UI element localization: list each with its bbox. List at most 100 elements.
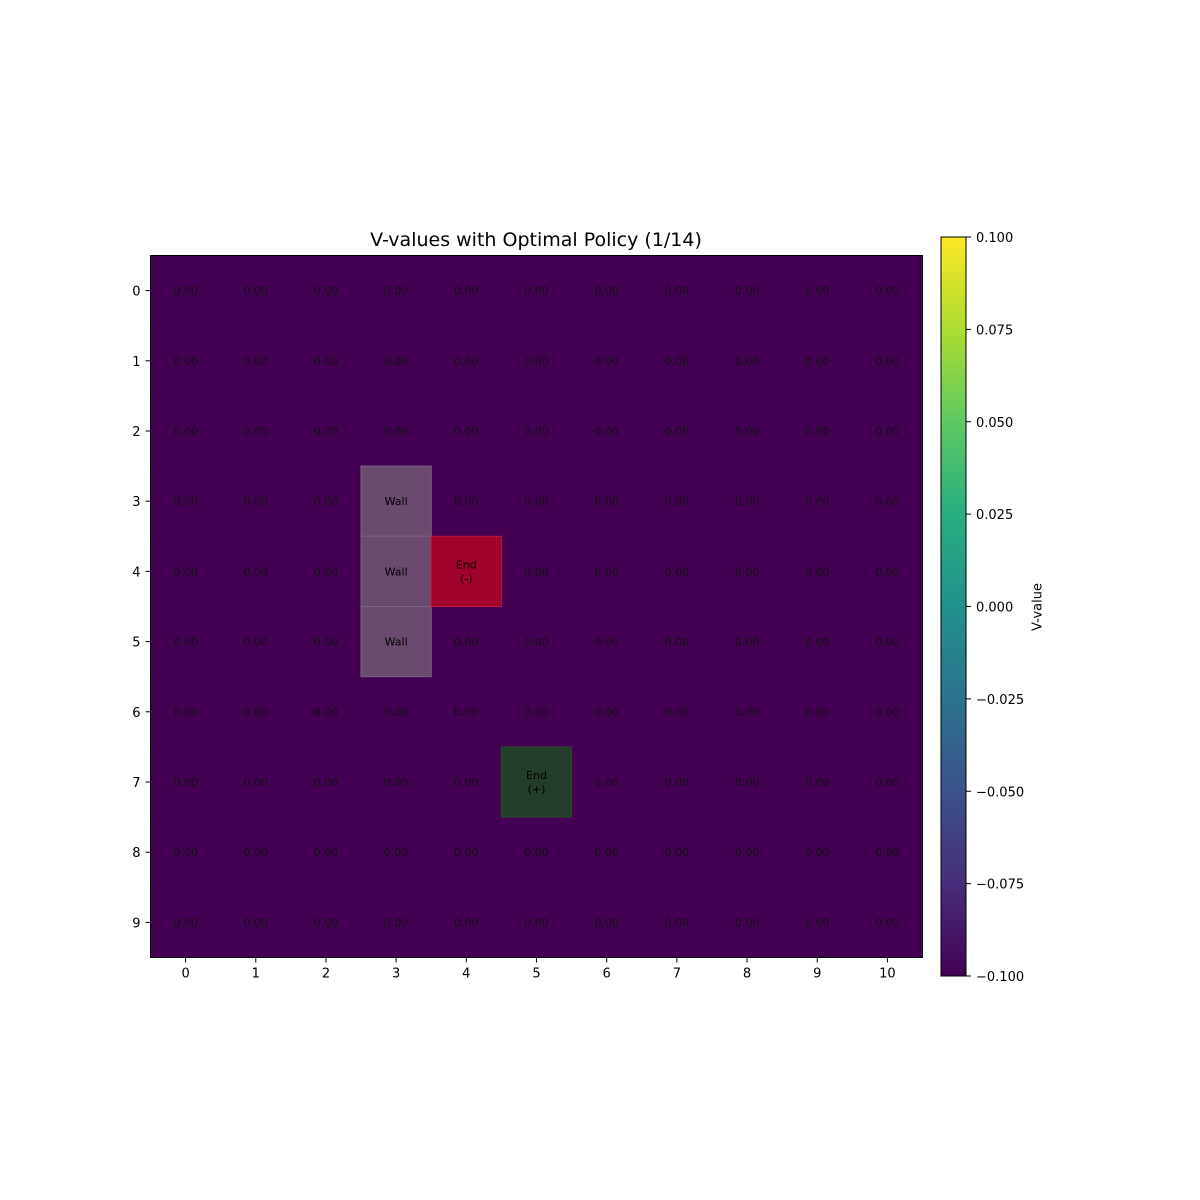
heatmap-cell-r8-c8 [711, 817, 783, 888]
cell-value-label: 0.00 [805, 425, 830, 438]
cell-value-label: 0.00 [665, 846, 690, 859]
cell-value-label: 0.00 [244, 776, 269, 789]
heatmap-cell-r2-c9 [782, 395, 853, 467]
heatmap-cell-r0-c1 [220, 255, 292, 327]
heatmap-cell-r2-c5 [501, 395, 573, 467]
cell-value-label: 0.00 [384, 916, 409, 929]
cell-value-label: 0.00 [875, 776, 900, 789]
cell-value-label: 0.00 [805, 285, 830, 298]
heatmap-cell-r8-c1 [220, 817, 292, 888]
cell-value-label: 0.00 [805, 495, 830, 508]
heatmap-cell-r4-c2 [290, 536, 362, 607]
x-axis: 0 1 2 3 4 5 6 7 8 9 10 [181, 957, 896, 982]
cell-value-label: 0.00 [524, 636, 549, 649]
cell-value-label: 0.00 [594, 495, 619, 508]
cell-value-label: 0.00 [173, 355, 198, 368]
heatmap-cell-r1-c4 [431, 325, 502, 397]
end-positive-label: End [526, 769, 547, 782]
colorbar-tick-label: 0.000 [976, 601, 1013, 616]
cell-value-label: 0.00 [314, 285, 339, 298]
heatmap-cell-r8-c10 [852, 817, 923, 888]
cell-value-label: 0.00 [665, 706, 690, 719]
heatmap-cell-r1-c10 [852, 325, 923, 397]
heatmap-cell-r3-c0 [150, 466, 222, 537]
y-tick-label: 3 [132, 495, 140, 510]
x-tick-label: 10 [879, 967, 896, 982]
cell-value-label: 0.00 [524, 565, 549, 578]
cell-value-label: 0.00 [524, 425, 549, 438]
heatmap-cell-r6-c10 [852, 676, 923, 748]
wall-cell-r3-c3 [360, 465, 432, 537]
cell-value-label: 0.00 [805, 636, 830, 649]
heatmap-cell-r4-c7 [641, 536, 713, 607]
cell-value-label: 0.00 [173, 565, 198, 578]
cell-value-label: 0.00 [594, 285, 619, 298]
cell-value-label: 0.00 [524, 846, 549, 859]
heatmap-cell-r2-c8 [711, 395, 783, 467]
heatmap-cell-r2-c3 [361, 395, 432, 467]
cell-value-label: 0.00 [875, 285, 900, 298]
wall-cell-r5-c3 [360, 606, 432, 678]
x-tick-label: 0 [181, 967, 189, 982]
cell-value-label: 0.00 [384, 425, 409, 438]
cell-value-label: 0.00 [875, 495, 900, 508]
heatmap-cell-r1-c5 [501, 325, 573, 397]
heatmap-cell-r0-c8 [711, 255, 783, 327]
heatmap-cell-r7-c7 [641, 746, 713, 818]
cell-value-label: 0.00 [384, 776, 409, 789]
cell-value-label: 0.00 [735, 636, 760, 649]
heatmap-cell-r1-c3 [361, 325, 432, 397]
y-tick-label: 5 [132, 636, 140, 651]
cell-value-label: 0.00 [173, 776, 198, 789]
cell-value-label: 0.00 [524, 495, 549, 508]
heatmap-cell-r9-c5 [501, 887, 573, 958]
colorbar-gradient [940, 236, 967, 977]
heatmap-cell-r6-c2 [290, 676, 362, 748]
cell-value-label: 0.00 [735, 916, 760, 929]
cell-value-label: 0.00 [384, 706, 409, 719]
x-tick-label: 4 [462, 967, 470, 982]
heatmap-cell-r8-c3 [361, 817, 432, 888]
cell-value-label: 0.00 [805, 565, 830, 578]
heatmap-cell-r2-c1 [220, 395, 292, 467]
colorbar-tick-label: 0.100 [976, 231, 1013, 246]
heatmap-cell-r0-c9 [782, 255, 853, 327]
end-positive-label: (+) [528, 783, 546, 796]
cell-value-label: 0.00 [384, 355, 409, 368]
heatmap-cell-r5-c0 [150, 606, 222, 678]
cell-value-label: 0.00 [665, 776, 690, 789]
y-tick-label: 7 [132, 776, 140, 791]
heatmap-cell-r5-c5 [501, 606, 573, 678]
cell-value-label: 0.00 [594, 565, 619, 578]
heatmap-cell-r8-c0 [150, 817, 222, 888]
heatmap-cell-r6-c5 [501, 676, 573, 748]
cell-value-label: 0.00 [244, 355, 269, 368]
x-tick-label: 8 [743, 967, 751, 982]
cell-value-label: 0.00 [735, 706, 760, 719]
heatmap-cell-r4-c6 [571, 536, 643, 607]
cell-value-label: 0.00 [875, 706, 900, 719]
heatmap-cell-r6-c8 [711, 676, 783, 748]
heatmap-cell-r1-c0 [150, 325, 222, 397]
cell-value-label: 0.00 [735, 776, 760, 789]
heatmap-cell-r4-c9 [782, 536, 853, 607]
heatmap-cell-r9-c0 [150, 887, 222, 958]
cell-value-label: 0.00 [665, 495, 690, 508]
end-negative-label: (-) [460, 572, 473, 585]
x-tick-label: 3 [392, 967, 400, 982]
x-tick-label: 7 [673, 967, 681, 982]
cell-value-label: 0.00 [735, 285, 760, 298]
cell-value-label: 0.00 [244, 285, 269, 298]
heatmap-cell-r5-c8 [711, 606, 783, 678]
heatmap-cell-r3-c7 [641, 466, 713, 537]
heatmap-cell-r8-c2 [290, 817, 362, 888]
cell-value-label: 0.00 [805, 355, 830, 368]
heatmap-cell-r0-c7 [641, 255, 713, 327]
heatmap-cell-r7-c10 [852, 746, 923, 818]
cell-value-label: 0.00 [805, 916, 830, 929]
cell-value-label: 0.00 [454, 425, 479, 438]
x-tick-label: 5 [532, 967, 540, 982]
heatmap-cell-r2-c0 [150, 395, 222, 467]
heatmap-cell-r3-c1 [220, 466, 292, 537]
